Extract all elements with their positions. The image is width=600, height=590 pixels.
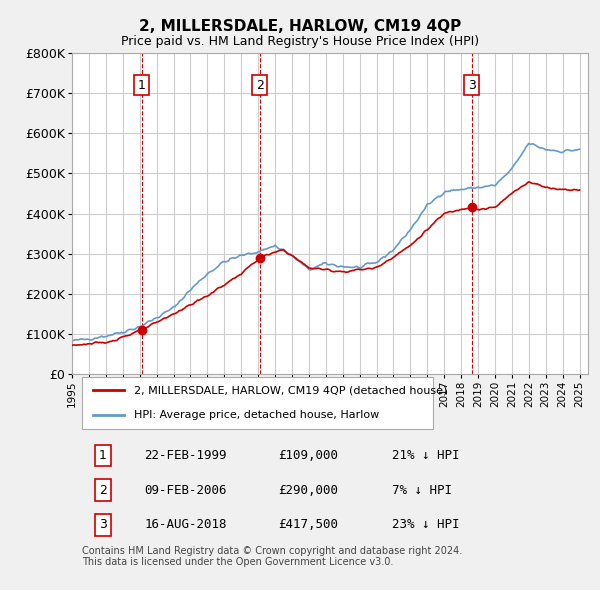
- Text: Contains HM Land Registry data © Crown copyright and database right 2024.
This d: Contains HM Land Registry data © Crown c…: [82, 546, 463, 567]
- FancyBboxPatch shape: [82, 377, 433, 430]
- Text: 7% ↓ HPI: 7% ↓ HPI: [392, 484, 452, 497]
- Text: 2, MILLERSDALE, HARLOW, CM19 4QP: 2, MILLERSDALE, HARLOW, CM19 4QP: [139, 19, 461, 34]
- Text: 3: 3: [467, 78, 476, 91]
- Text: 1: 1: [138, 78, 146, 91]
- Text: 23% ↓ HPI: 23% ↓ HPI: [392, 518, 460, 531]
- Text: 2: 2: [256, 78, 264, 91]
- Text: 22-FEB-1999: 22-FEB-1999: [144, 449, 227, 462]
- Text: 21% ↓ HPI: 21% ↓ HPI: [392, 449, 460, 462]
- Text: 2: 2: [99, 484, 107, 497]
- Text: 09-FEB-2006: 09-FEB-2006: [144, 484, 227, 497]
- Text: 3: 3: [99, 518, 107, 531]
- Text: £417,500: £417,500: [278, 518, 338, 531]
- Text: £290,000: £290,000: [278, 484, 338, 497]
- Text: Price paid vs. HM Land Registry's House Price Index (HPI): Price paid vs. HM Land Registry's House …: [121, 35, 479, 48]
- Text: HPI: Average price, detached house, Harlow: HPI: Average price, detached house, Harl…: [134, 410, 379, 420]
- Text: £109,000: £109,000: [278, 449, 338, 462]
- Text: 2, MILLERSDALE, HARLOW, CM19 4QP (detached house): 2, MILLERSDALE, HARLOW, CM19 4QP (detach…: [134, 385, 447, 395]
- Text: 16-AUG-2018: 16-AUG-2018: [144, 518, 227, 531]
- Text: 1: 1: [99, 449, 107, 462]
